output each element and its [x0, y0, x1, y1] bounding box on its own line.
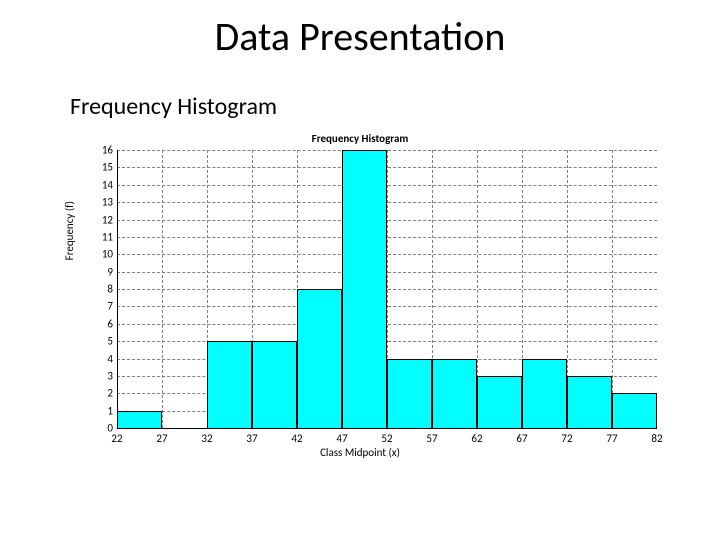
y-tick-label: 6: [73, 317, 113, 330]
histogram-bar: [477, 376, 522, 428]
y-tick-label: 14: [73, 178, 113, 191]
y-tick-label: 4: [73, 352, 113, 365]
y-tick-label: 0: [73, 422, 113, 435]
histogram-bar: [207, 341, 252, 428]
histogram-bar: [387, 359, 432, 429]
y-tick-label: 12: [73, 213, 113, 226]
y-tick-label: 2: [73, 387, 113, 400]
x-tick-label: 72: [561, 432, 572, 445]
y-tick-label: 15: [73, 161, 113, 174]
y-tick-label: 13: [73, 196, 113, 209]
histogram-bar: [522, 359, 567, 429]
slide: Data Presentation Frequency Histogram Fr…: [0, 0, 720, 540]
x-tick-label: 82: [651, 432, 662, 445]
y-tick-label: 16: [73, 144, 113, 157]
histogram-bar: [117, 411, 162, 428]
x-tick-label: 52: [381, 432, 392, 445]
histogram-bar: [342, 150, 387, 428]
histogram-bar: [432, 359, 477, 429]
histogram-bar: [297, 289, 342, 428]
x-tick-label: 62: [471, 432, 482, 445]
y-tick-label: 11: [73, 230, 113, 243]
x-tick-label: 37: [246, 432, 257, 445]
histogram-bar: [567, 376, 612, 428]
y-axis-line: [117, 150, 118, 428]
y-tick-label: 9: [73, 265, 113, 278]
y-tick-label: 10: [73, 248, 113, 261]
x-axis-line: [117, 428, 657, 429]
x-axis-title: Class Midpoint (x): [55, 446, 665, 459]
y-tick-label: 7: [73, 300, 113, 313]
y-tick-label: 8: [73, 283, 113, 296]
plot-area: [117, 150, 657, 428]
y-tick-label: 3: [73, 369, 113, 382]
x-tick-label: 42: [291, 432, 302, 445]
x-tick-label: 27: [156, 432, 167, 445]
x-tick-label: 77: [606, 432, 617, 445]
x-tick-label: 67: [516, 432, 527, 445]
slide-subtitle: Frequency Histogram: [70, 92, 277, 121]
y-tick-label: 1: [73, 404, 113, 417]
slide-title: Data Presentation: [0, 12, 720, 61]
x-tick-label: 57: [426, 432, 437, 445]
chart-title: Frequency Histogram: [55, 132, 665, 145]
y-axis-title: Frequency (f): [63, 201, 76, 260]
y-tick-label: 5: [73, 335, 113, 348]
gridline-v: [612, 150, 613, 428]
histogram-bar: [252, 341, 297, 428]
histogram-bar: [612, 393, 657, 428]
x-tick-label: 32: [201, 432, 212, 445]
x-tick-label: 22: [111, 432, 122, 445]
gridline-v: [162, 150, 163, 428]
x-tick-label: 47: [336, 432, 347, 445]
chart: Frequency Histogram 01234567891011121314…: [55, 140, 665, 460]
